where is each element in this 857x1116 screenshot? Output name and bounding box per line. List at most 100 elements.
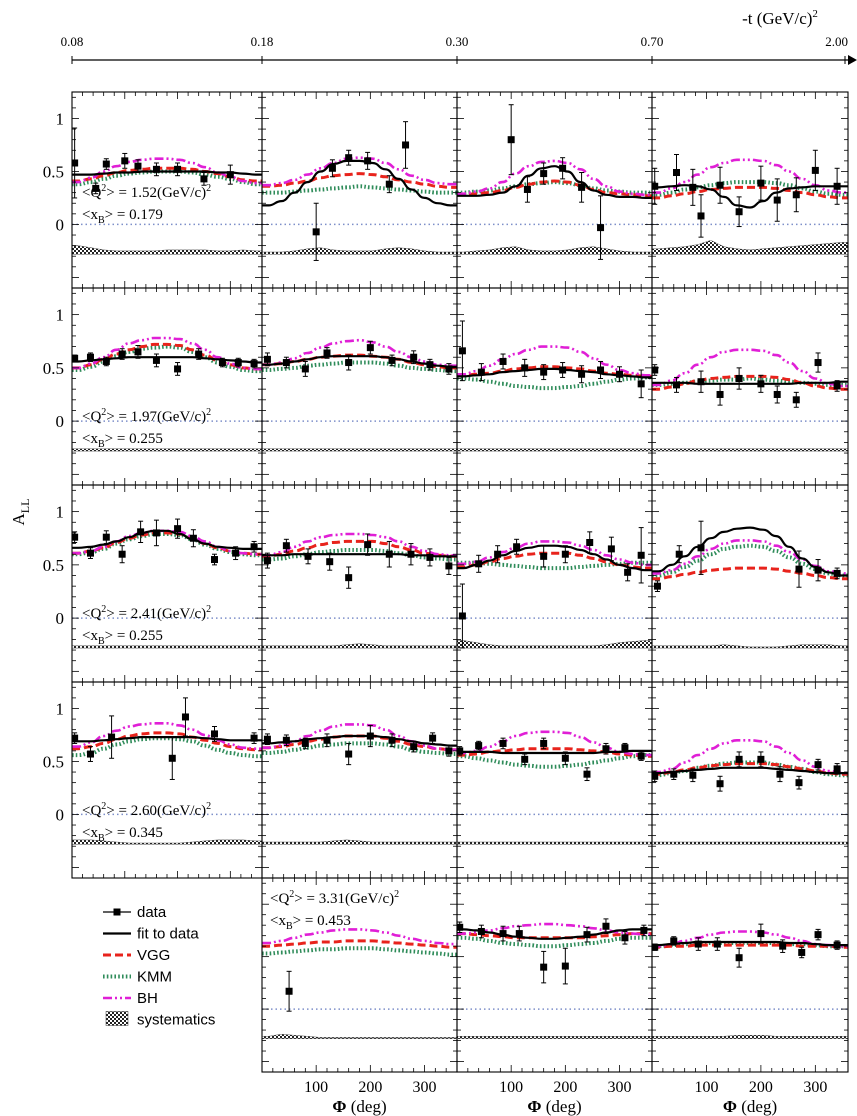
bh-curve	[457, 345, 652, 377]
data-point	[513, 543, 521, 551]
xb-label: <xB> = 0.179	[82, 207, 163, 226]
data-point	[345, 154, 353, 162]
top-tick-label: 0.18	[251, 34, 274, 49]
data-point	[583, 770, 591, 778]
legend-label: fit to data	[137, 926, 199, 943]
data-point	[72, 354, 79, 362]
panel-frame	[261, 91, 458, 289]
data-point	[814, 931, 822, 939]
data-point	[561, 754, 569, 762]
data-point	[637, 380, 645, 388]
data-point	[174, 525, 182, 533]
data-point	[282, 359, 290, 367]
kmm-curve	[72, 169, 262, 187]
panel-r0-c0: 00.51	[43, 91, 263, 289]
panel-frame	[261, 681, 458, 879]
data-point	[102, 533, 110, 541]
data-point	[152, 529, 160, 537]
panel-frame	[71, 484, 263, 683]
data-point	[773, 390, 781, 398]
data-point	[507, 136, 515, 144]
legend-item-kmm: KMM	[103, 969, 172, 986]
x-axis-label: Φ (deg)	[527, 1097, 581, 1116]
data-point	[366, 344, 374, 352]
systematics-band	[72, 245, 262, 255]
data-point	[814, 761, 822, 769]
data-point	[407, 550, 415, 558]
panel-frame	[651, 484, 849, 683]
data-point	[735, 208, 743, 216]
kmm-curve	[457, 560, 652, 571]
data-point	[792, 191, 800, 199]
q2-label: <Q2> = 1.97(GeV/c)2	[82, 407, 211, 425]
data-point	[86, 549, 94, 557]
data-point	[735, 755, 743, 763]
data-point	[653, 582, 661, 590]
data-point	[445, 747, 453, 755]
data-point	[621, 744, 629, 752]
legend-item-sys: systematics	[105, 1011, 215, 1029]
top-axis-label: -t (GeV/c)2	[742, 8, 818, 28]
q2-label: <Q2> = 2.60(GeV/c)2	[82, 801, 211, 819]
data-point	[457, 923, 464, 931]
kmm-curve	[262, 184, 457, 195]
data-point	[86, 353, 94, 361]
systematics-band	[262, 839, 457, 845]
data-point	[134, 348, 142, 356]
data-point	[716, 390, 724, 398]
top-tick-label: 0.30	[446, 34, 469, 49]
data-point	[263, 557, 271, 565]
data-point	[323, 349, 331, 357]
x-tick-label: 100	[694, 1079, 718, 1096]
data-point	[624, 568, 632, 576]
data-point	[540, 739, 548, 747]
data-point	[250, 543, 258, 551]
data-point	[102, 160, 110, 168]
systematics-band	[652, 1035, 848, 1039]
fit-curve	[457, 367, 652, 379]
x-tick-label: 100	[499, 1079, 523, 1096]
data-point	[792, 396, 800, 404]
vgg-curve	[652, 566, 848, 581]
panel-r4-c1	[261, 877, 458, 1073]
y-tick-label: 0	[56, 609, 65, 628]
fit-curve	[72, 735, 262, 743]
data-point	[833, 382, 841, 390]
fit-curve	[457, 165, 652, 200]
systematics-band	[72, 839, 262, 845]
x-axis-label: Φ (deg)	[723, 1097, 777, 1116]
data-point	[250, 734, 258, 742]
data-point	[814, 359, 822, 367]
q2-label: <Q2> = 1.52(GeV/c)2	[82, 183, 211, 201]
data-point	[385, 180, 393, 188]
systematics-band	[652, 240, 848, 255]
data-point	[607, 545, 615, 553]
data-point	[559, 366, 567, 374]
data-point	[621, 934, 629, 942]
data-point	[602, 922, 610, 930]
kinematics-label-row0: <Q2> = 1.52(GeV/c)2 <xB> = 0.179	[82, 183, 211, 226]
systematics-band	[652, 448, 848, 452]
data-point	[402, 141, 410, 149]
data-point	[586, 539, 594, 547]
data-point	[458, 612, 466, 620]
data-point	[833, 941, 841, 949]
kinematics-label-row3: <Q2> = 2.60(GeV/c)2 <xB> = 0.345	[82, 801, 211, 844]
panel-frame	[261, 484, 458, 683]
kmm-curve	[457, 180, 652, 195]
data-point	[689, 771, 697, 779]
systematics-band	[457, 640, 652, 649]
data-point	[675, 550, 683, 558]
y-tick-label: 1	[56, 503, 65, 522]
data-point	[652, 772, 659, 780]
data-point	[326, 558, 334, 566]
data-point	[189, 534, 197, 542]
panel-r1-c1	[261, 287, 458, 486]
x-tick-label: 200	[749, 1079, 773, 1096]
panel-frame	[456, 484, 653, 683]
vgg-curve	[262, 939, 457, 949]
data-point	[410, 743, 418, 751]
top-tick-label: 0.70	[641, 34, 664, 49]
panel-frame	[456, 287, 653, 486]
data-point	[195, 350, 203, 358]
